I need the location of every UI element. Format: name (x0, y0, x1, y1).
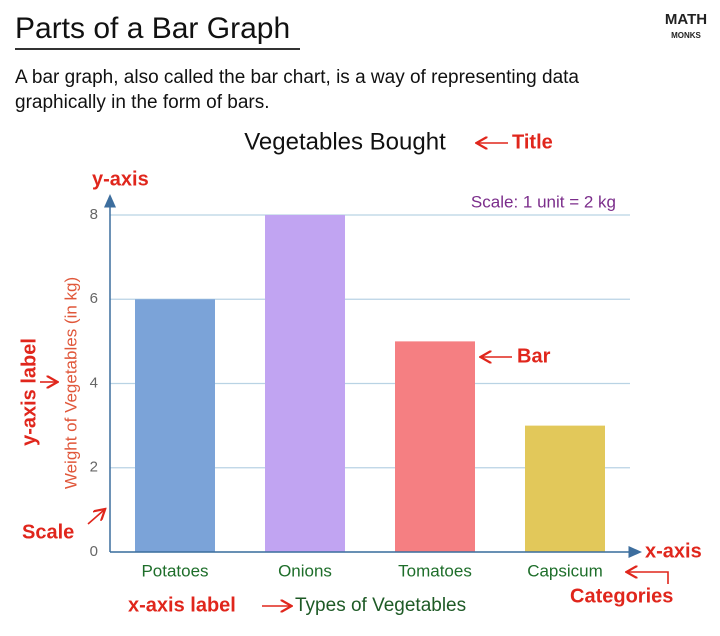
logo-bottom: MONKS (671, 31, 701, 40)
x-tick-label: Onions (278, 561, 332, 580)
y-tick-label: 0 (90, 543, 98, 560)
arrow (87, 510, 104, 525)
annotation-y-axis-label: y-axis label (18, 338, 40, 446)
x-tick-label: Tomatoes (398, 561, 472, 580)
arrow (628, 572, 669, 584)
x-axis-label: Types of Vegetables (295, 595, 466, 616)
bar (135, 299, 215, 552)
y-axis-label: Weight of Vegetables (in kg) (61, 277, 80, 489)
annotation-x-axis-label: x-axis label (128, 594, 236, 616)
annotation-title: Title (512, 131, 553, 153)
bar (265, 215, 345, 552)
description-line: A bar graph, also called the bar chart, … (15, 67, 579, 88)
x-tick-label: Potatoes (141, 561, 208, 580)
x-tick-label: Capsicum (527, 561, 603, 580)
y-tick-label: 6 (90, 290, 98, 307)
bar (395, 341, 475, 552)
annotation-scale: Scale (22, 521, 74, 543)
plot: 0 2 4 6 8 Potatoes Onions Tomatoes Capsicum (90, 194, 642, 580)
chart-title: Vegetables Bought (244, 128, 446, 155)
scale-note: Scale: 1 unit = 2 kg (471, 192, 616, 211)
page-title: Parts of a Bar Graph (15, 12, 290, 45)
annotation-categories: Categories (570, 585, 673, 607)
logo-top: MATH (665, 11, 707, 28)
annotation-y-axis: y-axis (92, 168, 149, 190)
bar (525, 425, 605, 552)
annotation-x-axis: x-axis (645, 540, 702, 562)
description-line: graphically in the form of bars. (15, 92, 270, 113)
annotation-bar: Bar (517, 345, 551, 367)
y-tick-label: 4 (90, 374, 98, 391)
y-tick-label: 2 (90, 459, 98, 476)
y-tick-label: 8 (90, 206, 98, 223)
